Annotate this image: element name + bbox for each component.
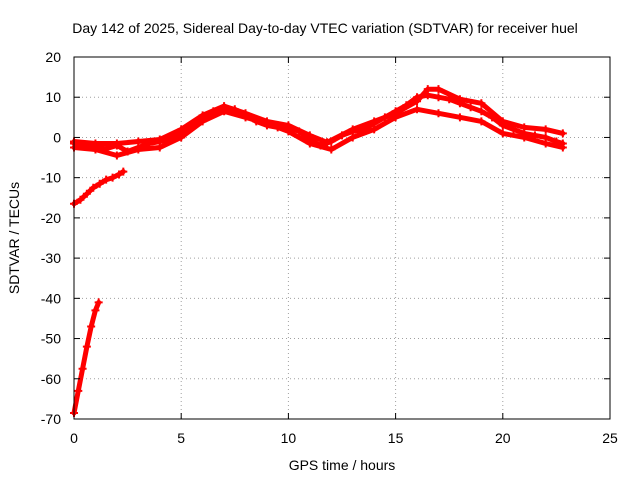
- data-point: [348, 125, 357, 134]
- x-tick-label: 10: [281, 430, 297, 446]
- data-point: [370, 125, 379, 134]
- chart-title: Day 142 of 2025, Sidereal Day-to-day VTE…: [72, 20, 578, 36]
- data-point: [348, 133, 357, 142]
- data-point: [520, 123, 529, 132]
- data-point: [134, 145, 143, 154]
- data-point: [102, 175, 111, 184]
- data-point: [466, 103, 475, 112]
- data-point: [74, 386, 83, 395]
- data-point: [391, 113, 400, 122]
- data-point: [112, 151, 121, 160]
- data-point: [305, 139, 314, 148]
- data-point: [520, 133, 529, 142]
- data-point: [112, 139, 121, 148]
- data-point: [134, 137, 143, 146]
- data-point: [198, 117, 207, 126]
- data-point: [434, 93, 443, 102]
- data-point: [558, 129, 567, 138]
- y-tick-label: -60: [41, 371, 61, 387]
- data-point: [89, 183, 98, 192]
- data-point: [455, 113, 464, 122]
- y-tick-label: 0: [53, 129, 61, 145]
- data-point: [413, 97, 422, 106]
- y-tick-label: -30: [41, 250, 61, 266]
- y-axis-label: SDTVAR / TECUs: [6, 182, 22, 294]
- x-tick-label: 20: [495, 430, 511, 446]
- data-point: [262, 119, 271, 128]
- data-point: [87, 322, 96, 331]
- data-point: [477, 99, 486, 108]
- series-layer: [70, 85, 567, 417]
- x-axis-label: GPS time / hours: [289, 457, 396, 473]
- y-tick-label: 20: [45, 49, 61, 65]
- data-point: [155, 143, 164, 152]
- data-point: [108, 173, 117, 182]
- data-point: [94, 298, 103, 307]
- data-point: [155, 135, 164, 144]
- data-point: [82, 189, 91, 198]
- x-tick-label: 5: [177, 430, 185, 446]
- data-point: [558, 143, 567, 152]
- data-point: [115, 170, 124, 179]
- y-tick-label: -20: [41, 210, 61, 226]
- data-point: [220, 107, 229, 116]
- data-point: [95, 179, 104, 188]
- data-point: [541, 125, 550, 134]
- data-point: [91, 145, 100, 154]
- x-tick-label: 0: [70, 430, 78, 446]
- x-tick-label: 15: [388, 430, 404, 446]
- y-tick-label: -70: [41, 411, 61, 427]
- data-point: [423, 85, 432, 94]
- y-tick-label: -50: [41, 331, 61, 347]
- data-point: [455, 95, 464, 104]
- y-tick-label: -40: [41, 290, 61, 306]
- data-point: [78, 364, 87, 373]
- grid-layer: [74, 57, 610, 419]
- tick-layer: 0 5 10 15 20 25 -70 -60 -50 -40 -30 -20 -10 0 10 20: [41, 49, 618, 446]
- data-point: [434, 109, 443, 118]
- data-point: [119, 167, 128, 176]
- x-tick-label: 25: [602, 430, 618, 446]
- data-point: [327, 145, 336, 154]
- y-tick-label: 10: [45, 89, 61, 105]
- data-point: [177, 125, 186, 134]
- data-point: [322, 138, 331, 147]
- data-point: [91, 306, 100, 315]
- data-point: [498, 129, 507, 138]
- plot-frame: [73, 56, 611, 420]
- data-point: [498, 117, 507, 126]
- data-point: [477, 117, 486, 126]
- data-point: [541, 139, 550, 148]
- data-point: [477, 107, 486, 116]
- data-point: [284, 127, 293, 136]
- data-point: [82, 342, 91, 351]
- y-tick-label: -10: [41, 170, 61, 186]
- data-point: [370, 117, 379, 126]
- data-point: [413, 105, 422, 114]
- series-steep-rise: [71, 299, 102, 416]
- data-point: [241, 113, 250, 122]
- data-point: [305, 131, 314, 140]
- data-point: [177, 133, 186, 142]
- data-point: [434, 85, 443, 94]
- data-point: [76, 195, 85, 204]
